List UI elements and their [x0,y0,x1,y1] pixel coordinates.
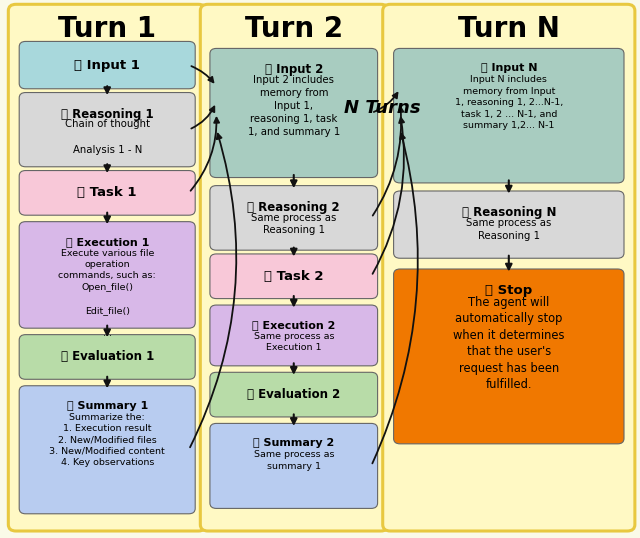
FancyBboxPatch shape [210,372,378,417]
Text: The agent will
automatically stop
when it determines
that the user's
request has: The agent will automatically stop when i… [453,296,564,392]
Text: Turn 1: Turn 1 [58,15,156,43]
Text: Input 2 includes
memory from
Input 1,
reasoning 1, task
1, and summary 1: Input 2 includes memory from Input 1, re… [248,75,340,137]
Text: Same process as
Reasoning 1: Same process as Reasoning 1 [251,213,337,235]
FancyBboxPatch shape [19,93,195,167]
FancyBboxPatch shape [210,186,378,250]
FancyBboxPatch shape [19,41,195,89]
Text: 🧠 Summary 2: 🧠 Summary 2 [253,438,334,449]
FancyBboxPatch shape [383,4,635,531]
Text: 🧠 Input N: 🧠 Input N [481,63,537,74]
Text: 🔧 Execution 2: 🔧 Execution 2 [252,320,335,330]
Text: Turn 2: Turn 2 [245,15,344,43]
FancyBboxPatch shape [394,48,624,183]
Text: 🧠 Evaluation 2: 🧠 Evaluation 2 [247,388,340,401]
Text: 🧠 Task 2: 🧠 Task 2 [264,270,323,283]
Text: 🧠 Evaluation 1: 🧠 Evaluation 1 [61,350,154,364]
FancyBboxPatch shape [19,386,195,514]
FancyBboxPatch shape [394,269,624,444]
Text: Turn N: Turn N [458,15,560,43]
FancyBboxPatch shape [19,335,195,379]
Text: Input N includes
memory from Input
1, reasoning 1, 2...N-1,
task 1, 2 ... N-1, a: Input N includes memory from Input 1, re… [454,75,563,130]
Text: 🧠 Summary 1: 🧠 Summary 1 [67,401,148,411]
Text: 🧠 Reasoning 1: 🧠 Reasoning 1 [61,108,154,121]
Text: 👤 Input 1: 👤 Input 1 [74,59,140,72]
Text: 🧠 Reasoning N: 🧠 Reasoning N [461,206,556,219]
FancyBboxPatch shape [210,254,378,299]
Text: Same process as
Execution 1: Same process as Execution 1 [253,332,334,352]
FancyBboxPatch shape [8,4,206,531]
Text: 🧠 Stop: 🧠 Stop [485,284,532,297]
FancyBboxPatch shape [200,4,388,531]
FancyBboxPatch shape [394,191,624,258]
FancyBboxPatch shape [19,171,195,215]
Text: Summarize the:
1. Execution result
2. New/Modified files
3. New/Modified content: Summarize the: 1. Execution result 2. Ne… [49,413,165,468]
FancyBboxPatch shape [210,48,378,178]
Text: N Turns: N Turns [344,98,421,117]
FancyBboxPatch shape [19,222,195,328]
Text: 🧠 Reasoning 2: 🧠 Reasoning 2 [248,201,340,214]
Text: Chain of thought

Analysis 1 - N: Chain of thought Analysis 1 - N [65,119,150,155]
FancyBboxPatch shape [210,423,378,508]
Text: Same process as
summary 1: Same process as summary 1 [253,450,334,471]
Text: Same process as
Reasoning 1: Same process as Reasoning 1 [466,218,552,240]
Text: 🧠 Input 2: 🧠 Input 2 [264,63,323,76]
FancyBboxPatch shape [210,305,378,366]
Text: Execute various file
operation
commands, such as:
Open_file()

Edit_file()

...: Execute various file operation commands,… [58,249,156,338]
Text: 🔧 Execution 1: 🔧 Execution 1 [65,237,149,247]
Text: 🧠 Task 1: 🧠 Task 1 [77,186,137,200]
